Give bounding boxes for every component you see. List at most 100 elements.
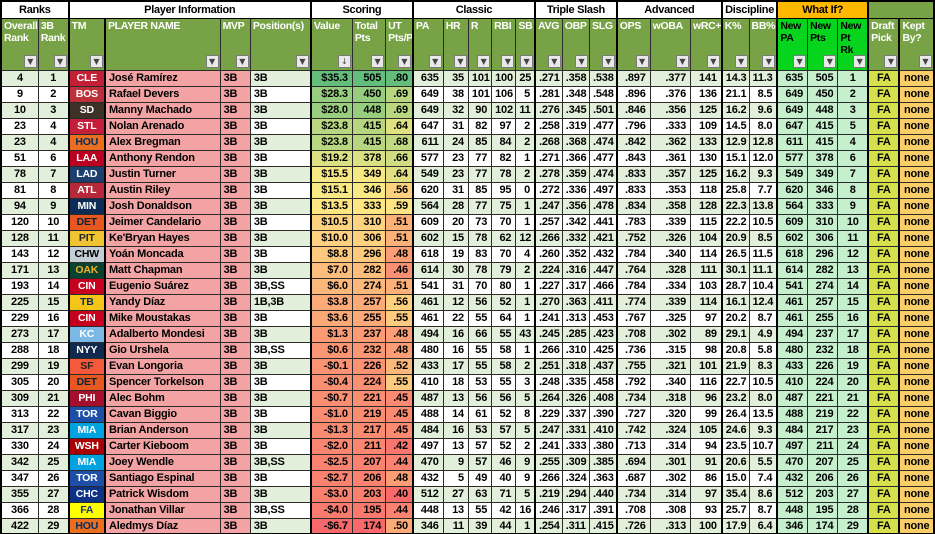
- cell-avg[interactable]: .246: [534, 501, 563, 519]
- cell-k_pct[interactable]: 25.8: [720, 181, 750, 199]
- cell-sb[interactable]: 2: [515, 133, 536, 151]
- cell-obp[interactable]: .366: [561, 149, 591, 167]
- cell-avg[interactable]: .266: [534, 341, 563, 359]
- cell-woba[interactable]: .318: [649, 389, 691, 407]
- cell-mvp[interactable]: 3B: [219, 309, 251, 327]
- cell-draft[interactable]: FA: [867, 453, 900, 471]
- cell-new_pa[interactable]: 614: [776, 261, 809, 279]
- cell-new_pa[interactable]: 461: [776, 293, 809, 311]
- cell-new_pt_rk[interactable]: 27: [837, 485, 869, 503]
- cell-pa[interactable]: 618: [411, 245, 444, 263]
- cell-draft[interactable]: FA: [867, 293, 900, 311]
- cell-ops[interactable]: .767: [615, 309, 651, 327]
- cell-rank3b[interactable]: 26: [37, 469, 70, 487]
- cell-k_pct[interactable]: 15.0: [720, 469, 750, 487]
- cell-obp[interactable]: .294: [561, 485, 591, 503]
- cell-new_pt_rk[interactable]: 24: [837, 437, 869, 455]
- cell-k_pct[interactable]: 26.5: [720, 245, 750, 263]
- cell-rank3b[interactable]: 3: [37, 101, 70, 119]
- cell-hr[interactable]: 14: [442, 405, 469, 423]
- cell-woba[interactable]: .361: [649, 149, 691, 167]
- cell-draft[interactable]: FA: [867, 469, 900, 487]
- cell-r[interactable]: 49: [467, 469, 493, 487]
- cell-new_pts[interactable]: 207: [807, 453, 839, 471]
- cell-value[interactable]: -$1.3: [309, 421, 353, 439]
- cell-name[interactable]: Yandy Díaz: [103, 293, 221, 311]
- cell-woba[interactable]: .362: [649, 133, 691, 151]
- filter-button-draft[interactable]: ▼: [884, 54, 898, 68]
- cell-sb[interactable]: 3: [515, 373, 536, 391]
- cell-bb_pct[interactable]: 8.3: [748, 357, 778, 375]
- cell-tm[interactable]: LAD: [67, 165, 106, 183]
- cell-new_pts[interactable]: 505: [807, 69, 839, 87]
- cell-k_pct[interactable]: 20.2: [720, 309, 750, 327]
- cell-sb[interactable]: 1: [515, 149, 536, 167]
- cell-tm[interactable]: LAA: [67, 149, 106, 167]
- cell-r[interactable]: 77: [467, 197, 493, 215]
- cell-new_pt_rk[interactable]: 16: [837, 309, 869, 327]
- cell-woba[interactable]: .314: [649, 437, 691, 455]
- cell-obp[interactable]: .352: [561, 245, 591, 263]
- cell-slg[interactable]: .421: [589, 229, 618, 247]
- cell-kept[interactable]: none: [898, 277, 935, 295]
- cell-mvp[interactable]: 3B: [219, 117, 251, 135]
- cell-slg[interactable]: .501: [589, 101, 618, 119]
- cell-value[interactable]: $7.0: [309, 261, 353, 279]
- cell-pos[interactable]: 3B: [249, 101, 312, 119]
- cell-obp[interactable]: .345: [561, 101, 591, 119]
- cell-ops[interactable]: .708: [615, 325, 651, 343]
- cell-rank3b[interactable]: 1: [37, 69, 70, 87]
- cell-new_pt_rk[interactable]: 20: [837, 373, 869, 391]
- cell-slg[interactable]: .390: [589, 405, 618, 423]
- cell-overall[interactable]: 23: [0, 117, 39, 135]
- cell-draft[interactable]: FA: [867, 101, 900, 119]
- cell-pa[interactable]: 564: [411, 197, 444, 215]
- cell-wrc[interactable]: 141: [689, 69, 723, 87]
- cell-kept[interactable]: none: [898, 373, 935, 391]
- cell-bb_pct[interactable]: 11.5: [748, 245, 778, 263]
- cell-value[interactable]: -$0.7: [309, 389, 353, 407]
- cell-mvp[interactable]: 3B: [219, 181, 251, 199]
- cell-overall[interactable]: 78: [0, 165, 39, 183]
- cell-rank3b[interactable]: 16: [37, 309, 70, 327]
- cell-obp[interactable]: .318: [561, 357, 591, 375]
- cell-r[interactable]: 77: [467, 165, 493, 183]
- cell-pos[interactable]: 3B: [249, 421, 312, 439]
- cell-new_pt_rk[interactable]: 23: [837, 421, 869, 439]
- filter-button-new_pa[interactable]: ▼: [793, 54, 807, 68]
- cell-woba[interactable]: .376: [649, 85, 691, 103]
- cell-value[interactable]: $19.2: [309, 149, 353, 167]
- cell-ut_pts_pa[interactable]: .64: [385, 117, 414, 135]
- cell-avg[interactable]: .251: [534, 357, 563, 375]
- cell-woba[interactable]: .302: [649, 469, 691, 487]
- cell-k_pct[interactable]: 14.5: [720, 117, 750, 135]
- cell-draft[interactable]: FA: [867, 373, 900, 391]
- cell-hr[interactable]: 15: [442, 229, 469, 247]
- cell-overall[interactable]: 143: [0, 245, 39, 263]
- cell-new_pa[interactable]: 488: [776, 405, 809, 423]
- cell-name[interactable]: Justin Turner: [103, 165, 221, 183]
- cell-mvp[interactable]: 3B: [219, 389, 251, 407]
- cell-bb_pct[interactable]: 10.5: [748, 373, 778, 391]
- cell-pa[interactable]: 549: [411, 165, 444, 183]
- cell-kept[interactable]: none: [898, 181, 935, 199]
- cell-tm[interactable]: FA: [67, 501, 106, 519]
- cell-new_pa[interactable]: 635: [776, 69, 809, 87]
- cell-kept[interactable]: none: [898, 133, 935, 151]
- cell-avg[interactable]: .245: [534, 325, 563, 343]
- filter-button-name[interactable]: ▼: [205, 54, 219, 68]
- cell-sb[interactable]: 0: [515, 181, 536, 199]
- cell-pos[interactable]: 3B: [249, 309, 312, 327]
- cell-new_pts[interactable]: 255: [807, 309, 839, 327]
- cell-obp[interactable]: .335: [561, 373, 591, 391]
- cell-pos[interactable]: 3B,SS: [249, 501, 312, 519]
- cell-overall[interactable]: 193: [0, 277, 39, 295]
- filter-button-tm[interactable]: ▼: [89, 54, 103, 68]
- cell-overall[interactable]: 4: [0, 69, 39, 87]
- cell-total_pts[interactable]: 274: [351, 277, 387, 295]
- cell-new_pts[interactable]: 415: [807, 117, 839, 135]
- cell-pos[interactable]: 3B,SS: [249, 341, 312, 359]
- cell-slg[interactable]: .478: [589, 197, 618, 215]
- cell-ops[interactable]: .796: [615, 117, 651, 135]
- cell-sb[interactable]: 16: [515, 501, 536, 519]
